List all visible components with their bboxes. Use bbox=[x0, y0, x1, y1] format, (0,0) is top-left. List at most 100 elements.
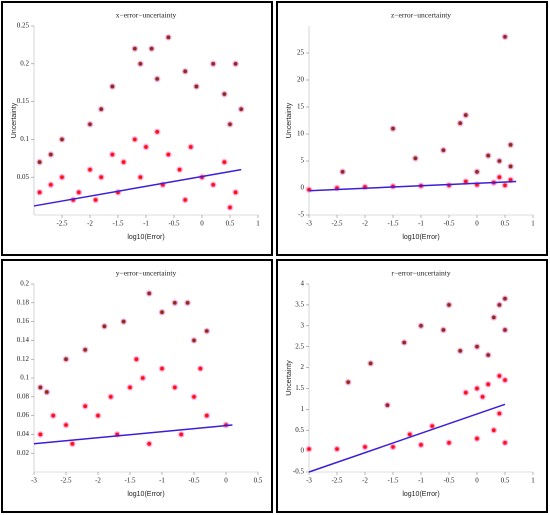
data-point bbox=[86, 166, 94, 174]
data-point bbox=[495, 372, 503, 380]
data-point bbox=[445, 301, 453, 309]
data-point bbox=[417, 322, 425, 330]
data-point bbox=[507, 162, 514, 170]
data-point bbox=[36, 158, 43, 166]
x-tick-label: -0.5 bbox=[188, 477, 200, 485]
chart-title: r−error−uncertainty bbox=[391, 269, 451, 278]
data-point bbox=[158, 308, 166, 316]
data-point bbox=[495, 157, 503, 165]
fit-line bbox=[308, 180, 517, 192]
x-axis-label: log10(Error) bbox=[402, 491, 439, 498]
y-tick-label: 5 bbox=[301, 157, 305, 165]
data-point bbox=[501, 439, 509, 447]
x-axis-label: log10(Error) bbox=[127, 234, 164, 241]
y-tick-label: 0.02 bbox=[17, 449, 30, 457]
y-tick-label: 0.05 bbox=[17, 173, 30, 181]
data-point bbox=[226, 120, 234, 128]
data-point bbox=[389, 443, 397, 451]
panel-border bbox=[276, 1, 548, 256]
data-point bbox=[220, 90, 228, 98]
x-tick-label: -2.5 bbox=[331, 220, 343, 228]
data-point bbox=[94, 412, 102, 419]
panel: -3 -2.5 -2 -1.5 -1 -0.5 0 0.5 1 -0.5 0 0.5 1 1.5 2 2.5 3… bbox=[276, 259, 548, 513]
x-tick-label: -2 bbox=[362, 477, 368, 485]
x-tick-label: -2.5 bbox=[331, 477, 343, 485]
data-point bbox=[495, 173, 503, 181]
data-point bbox=[181, 196, 189, 204]
x-tick-label: -2.5 bbox=[56, 220, 68, 228]
data-point bbox=[181, 67, 189, 75]
data-point bbox=[97, 105, 105, 113]
x-tick-label: -0.5 bbox=[443, 477, 455, 485]
panel-border bbox=[1, 259, 273, 513]
x-tick-label: -3 bbox=[31, 477, 37, 485]
data-point bbox=[203, 327, 211, 335]
data-point bbox=[456, 347, 464, 355]
data-point bbox=[339, 168, 346, 176]
y-tick-label: -0.5 bbox=[293, 468, 305, 476]
y-tick-label: 2 bbox=[301, 363, 305, 371]
x-tick-label: 0.5 bbox=[501, 220, 510, 228]
data-point bbox=[120, 158, 127, 166]
x-tick-label: 0 bbox=[200, 220, 204, 228]
data-point bbox=[58, 135, 66, 143]
x-tick-label: 0.5 bbox=[254, 477, 263, 485]
x-tick-label: 0.5 bbox=[226, 220, 235, 228]
data-point bbox=[479, 393, 486, 401]
data-point bbox=[184, 299, 191, 307]
data-point bbox=[484, 152, 492, 159]
data-point bbox=[220, 158, 228, 166]
y-tick-label: 0.06 bbox=[17, 411, 30, 419]
data-point bbox=[456, 119, 464, 127]
data-point bbox=[462, 111, 470, 119]
y-tick-label: 1.5 bbox=[295, 384, 304, 392]
data-point bbox=[501, 295, 509, 303]
data-point bbox=[47, 181, 55, 189]
data-point bbox=[484, 380, 492, 388]
x-tick-label: -0.5 bbox=[443, 220, 455, 228]
data-point bbox=[209, 60, 217, 68]
y-tick-label: 0.08 bbox=[17, 392, 30, 400]
data-point bbox=[37, 430, 44, 438]
data-point bbox=[495, 301, 503, 309]
panel-border bbox=[1, 1, 273, 256]
data-point bbox=[495, 410, 503, 417]
data-point bbox=[501, 181, 509, 189]
data-point bbox=[148, 45, 155, 53]
y-tick-label: 0.14 bbox=[17, 336, 30, 344]
y-tick-label: 2.5 bbox=[295, 342, 304, 350]
data-point bbox=[473, 385, 481, 392]
data-point bbox=[136, 173, 144, 181]
x-axis-label: log10(Error) bbox=[402, 234, 439, 241]
data-point bbox=[490, 426, 498, 434]
x-tick-label: -3 bbox=[306, 477, 312, 485]
data-point bbox=[142, 143, 150, 151]
y-axis-label: Uncertainty bbox=[11, 102, 18, 138]
data-point bbox=[43, 388, 51, 396]
data-point bbox=[92, 196, 99, 204]
y-tick-label: 0.16 bbox=[17, 317, 30, 325]
data-point bbox=[192, 83, 200, 90]
y-tick-label: 0.5 bbox=[295, 426, 304, 434]
fit-line bbox=[308, 403, 506, 473]
data-point bbox=[109, 83, 116, 90]
data-point bbox=[305, 186, 313, 194]
data-point bbox=[367, 359, 374, 367]
data-point bbox=[203, 412, 211, 419]
panel-border bbox=[276, 259, 548, 513]
data-point bbox=[62, 421, 70, 429]
y-tick-label: 0.2 bbox=[20, 59, 29, 67]
data-point bbox=[109, 151, 116, 158]
data-point bbox=[81, 346, 89, 354]
x-tick-label: -2.5 bbox=[60, 477, 72, 485]
data-point bbox=[484, 351, 492, 359]
x-tick-label: -1.5 bbox=[387, 477, 399, 485]
x-tick-label: -1.5 bbox=[112, 220, 124, 228]
x-tick-label: -1 bbox=[418, 477, 424, 485]
x-tick-label: -1 bbox=[159, 477, 165, 485]
data-point bbox=[107, 393, 115, 401]
y-tick-label: -5 bbox=[298, 211, 304, 219]
data-point bbox=[131, 45, 139, 53]
panel: -3 -2.5 -2 -1.5 -1 -0.5 0 0.5 0.02 0.04 0.06 0.08 0.… bbox=[1, 259, 273, 513]
data-point bbox=[81, 402, 89, 410]
